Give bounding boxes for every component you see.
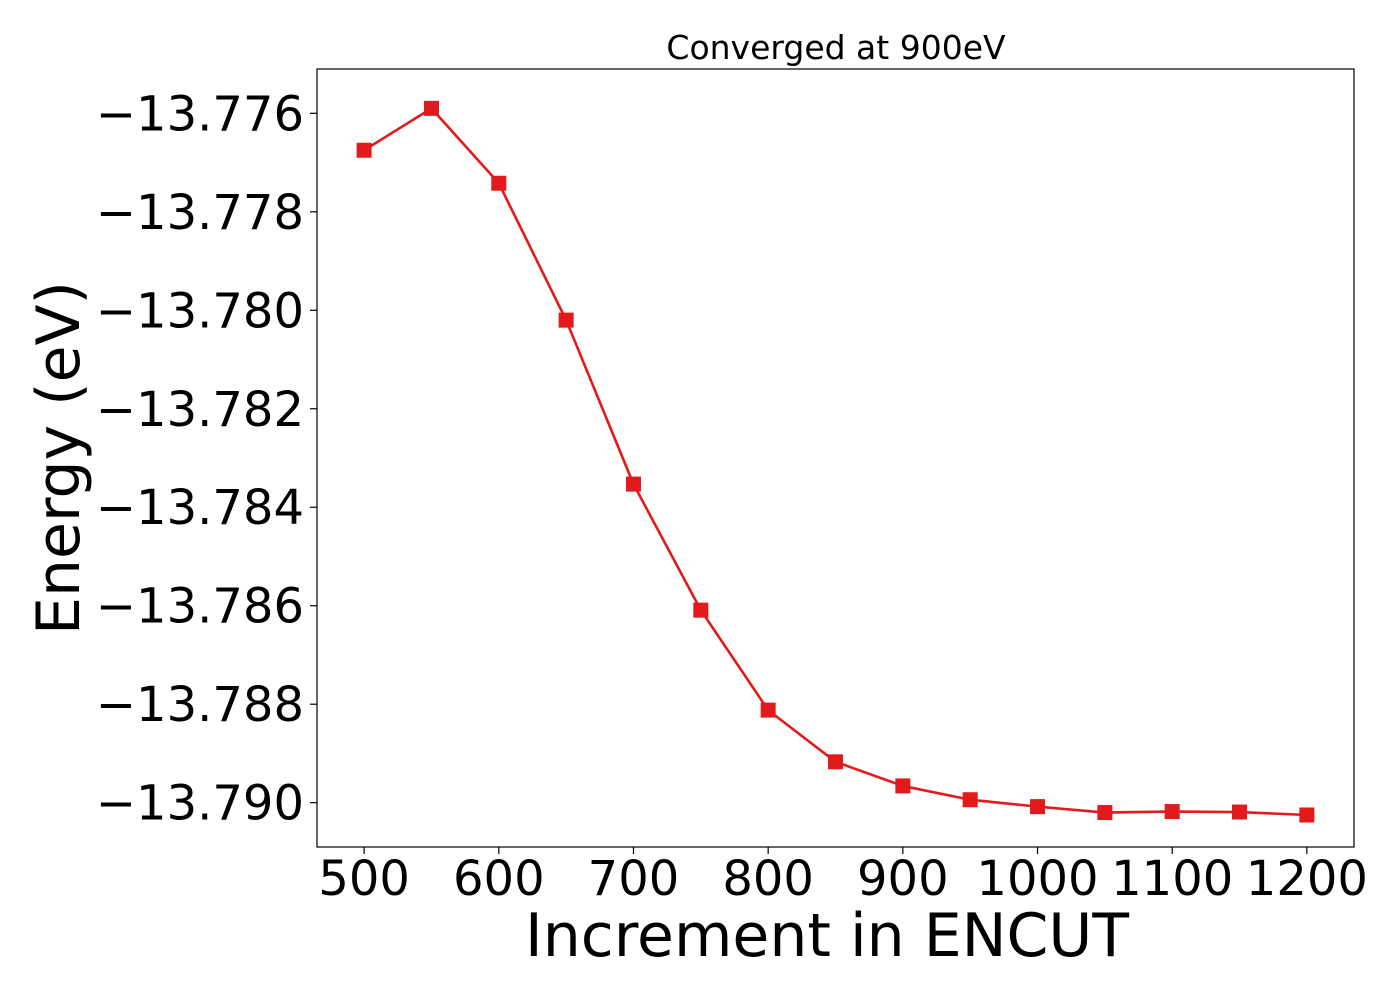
- plot-frame: [316, 68, 1355, 848]
- x-tick-label: 1200: [1246, 851, 1368, 907]
- y-tick-label: −13.790: [96, 776, 304, 832]
- x-axis-label: Increment in ENCUT: [525, 901, 1129, 971]
- data-point-marker: [423, 100, 439, 116]
- data-point-marker: [1232, 804, 1248, 820]
- data-point-marker: [693, 602, 709, 618]
- data-point-marker: [1299, 807, 1315, 823]
- data-point-marker: [1164, 804, 1180, 820]
- y-tick-label: −13.780: [96, 283, 304, 339]
- data-point-marker: [1097, 805, 1113, 821]
- x-tick-label: 700: [588, 851, 680, 907]
- data-point-marker: [760, 702, 776, 718]
- x-tick-label: 800: [722, 851, 814, 907]
- x-tick-label: 600: [453, 851, 545, 907]
- data-point-marker: [356, 142, 372, 158]
- x-axis: 500 600 700 800 900 1000 1100 1200: [318, 847, 1368, 907]
- data-point-marker: [491, 175, 507, 191]
- y-axis: −13.790 −13.788 −13.786 −13.784 −13.782 −13.7…: [96, 86, 317, 832]
- x-tick-label: 1100: [1111, 851, 1233, 907]
- data-point-marker: [625, 476, 641, 492]
- data-point-marker: [558, 312, 574, 328]
- plot-area: [316, 68, 1355, 848]
- y-tick-label: −13.786: [96, 579, 304, 635]
- data-point-marker: [895, 778, 911, 794]
- data-point-marker: [828, 754, 843, 770]
- series-layer: [356, 100, 1315, 823]
- y-tick-label: −13.782: [96, 382, 304, 438]
- y-axis-label: Energy (eV): [24, 281, 94, 635]
- y-tick-label: −13.776: [96, 86, 304, 142]
- x-tick-label: 500: [318, 851, 410, 907]
- chart-title: Converged at 900eV: [666, 28, 1006, 67]
- data-point-marker: [962, 792, 978, 808]
- y-tick-label: −13.784: [96, 480, 304, 536]
- x-tick-label: 900: [857, 851, 949, 907]
- y-tick-label: −13.778: [96, 185, 304, 241]
- y-tick-label: −13.788: [96, 677, 304, 733]
- x-tick-label: 1000: [976, 851, 1098, 907]
- series-line: [363, 107, 1307, 817]
- data-point-marker: [1030, 799, 1046, 815]
